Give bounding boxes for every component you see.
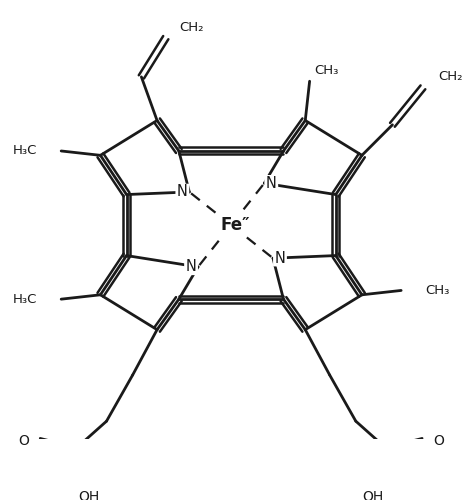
Text: N: N [177, 184, 188, 200]
Text: OH: OH [79, 490, 100, 500]
Text: Fe″: Fe″ [221, 216, 250, 234]
Text: N: N [176, 184, 189, 200]
Text: N: N [185, 260, 197, 274]
Text: N: N [274, 250, 285, 266]
Text: O: O [433, 434, 444, 448]
Text: N: N [274, 250, 286, 266]
Text: H₃C: H₃C [12, 292, 37, 306]
Text: N: N [266, 176, 277, 190]
Text: N: N [186, 260, 197, 274]
Text: OH: OH [363, 490, 384, 500]
Text: CH₃: CH₃ [314, 64, 338, 78]
Text: CH₂: CH₂ [179, 20, 203, 34]
Text: O: O [18, 434, 29, 448]
Text: N: N [265, 176, 277, 190]
Text: CH₃: CH₃ [426, 284, 450, 297]
Text: H₃C: H₃C [12, 144, 37, 158]
Text: CH₂: CH₂ [438, 70, 463, 84]
